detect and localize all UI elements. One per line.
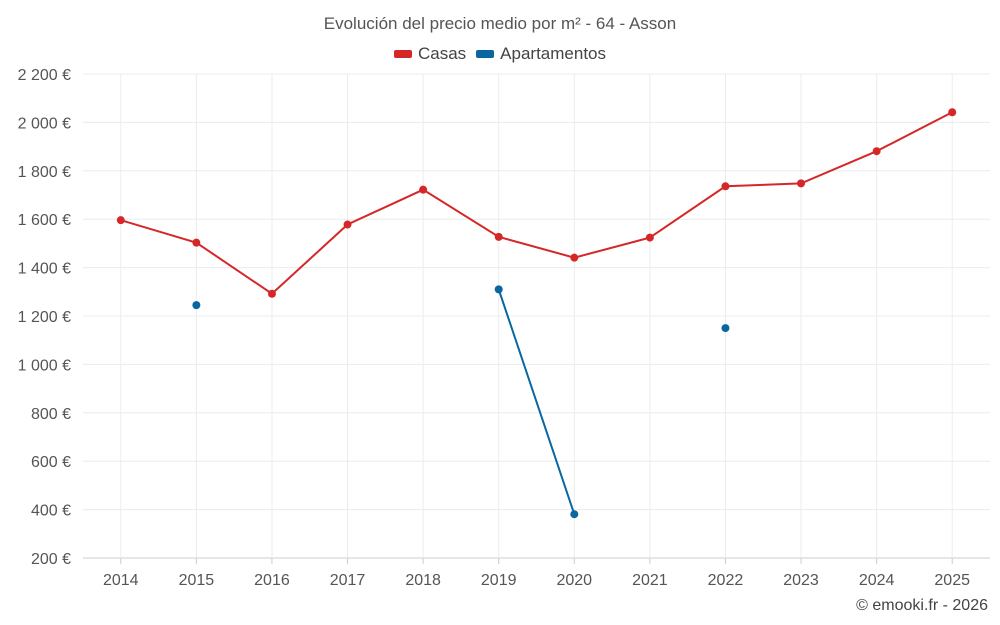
y-tick-label: 1 800 € — [18, 164, 71, 181]
data-point-casas-2020 — [570, 253, 579, 262]
y-tick-label: 200 € — [31, 551, 71, 568]
x-tick-label: 2020 — [556, 572, 592, 589]
data-point-apartamentos-2019 — [494, 285, 503, 294]
x-tick-label: 2014 — [103, 572, 139, 589]
legend-swatch-casas — [393, 50, 412, 58]
chart-title: Evolución del precio medio por m² - 64 -… — [323, 14, 677, 33]
data-point-casas-2017 — [343, 220, 352, 229]
data-point-casas-2014 — [116, 216, 125, 225]
data-point-casas-2023 — [797, 179, 806, 188]
legend-label-apartamentos: Apartamentos — [500, 44, 607, 63]
data-point-apartamentos-2022 — [721, 324, 730, 333]
x-tick-label: 2025 — [934, 572, 970, 589]
data-point-casas-2018 — [419, 185, 428, 194]
x-tick-label: 2015 — [179, 572, 215, 589]
data-point-casas-2016 — [267, 289, 276, 298]
x-tick-label: 2022 — [708, 572, 744, 589]
y-tick-label: 600 € — [31, 454, 71, 471]
y-tick-label: 1 000 € — [18, 357, 71, 374]
y-tick-label: 1 600 € — [18, 212, 71, 229]
data-point-apartamentos-2015 — [192, 301, 201, 310]
legend-item-apartamentos[interactable]: Apartamentos — [476, 44, 606, 64]
x-tick-label: 2024 — [859, 572, 895, 589]
x-tick-label: 2021 — [632, 572, 668, 589]
y-tick-label: 2 000 € — [18, 115, 71, 132]
data-point-apartamentos-2020 — [570, 510, 579, 519]
y-tick-label: 1 200 € — [18, 309, 71, 326]
legend-label-casas: Casas — [417, 44, 467, 63]
x-tick-label: 2016 — [254, 572, 290, 589]
legend-item-casas[interactable]: Casas — [393, 44, 467, 64]
series-line-casas — [120, 111, 953, 296]
x-tick-label: 2019 — [481, 572, 517, 589]
series-line-apartamentos — [497, 289, 576, 515]
data-point-casas-2025 — [948, 108, 957, 117]
y-tick-label: 800 € — [31, 406, 71, 423]
data-point-casas-2015 — [192, 238, 201, 247]
y-tick-label: 400 € — [31, 503, 71, 520]
data-point-casas-2021 — [645, 233, 654, 242]
x-tick-label: 2018 — [405, 572, 441, 589]
legend: Casas Apartamentos — [0, 44, 1000, 64]
credit-text: © emooki.fr - 2026 — [856, 597, 988, 614]
data-point-casas-2024 — [872, 147, 881, 156]
legend-swatch-apartamentos — [476, 50, 495, 58]
y-tick-label: 2 200 € — [18, 67, 71, 84]
x-tick-label: 2023 — [783, 572, 819, 589]
x-tick-label: 2017 — [330, 572, 366, 589]
data-point-casas-2022 — [721, 182, 730, 191]
y-tick-label: 1 400 € — [18, 261, 71, 278]
data-point-casas-2019 — [494, 232, 503, 241]
